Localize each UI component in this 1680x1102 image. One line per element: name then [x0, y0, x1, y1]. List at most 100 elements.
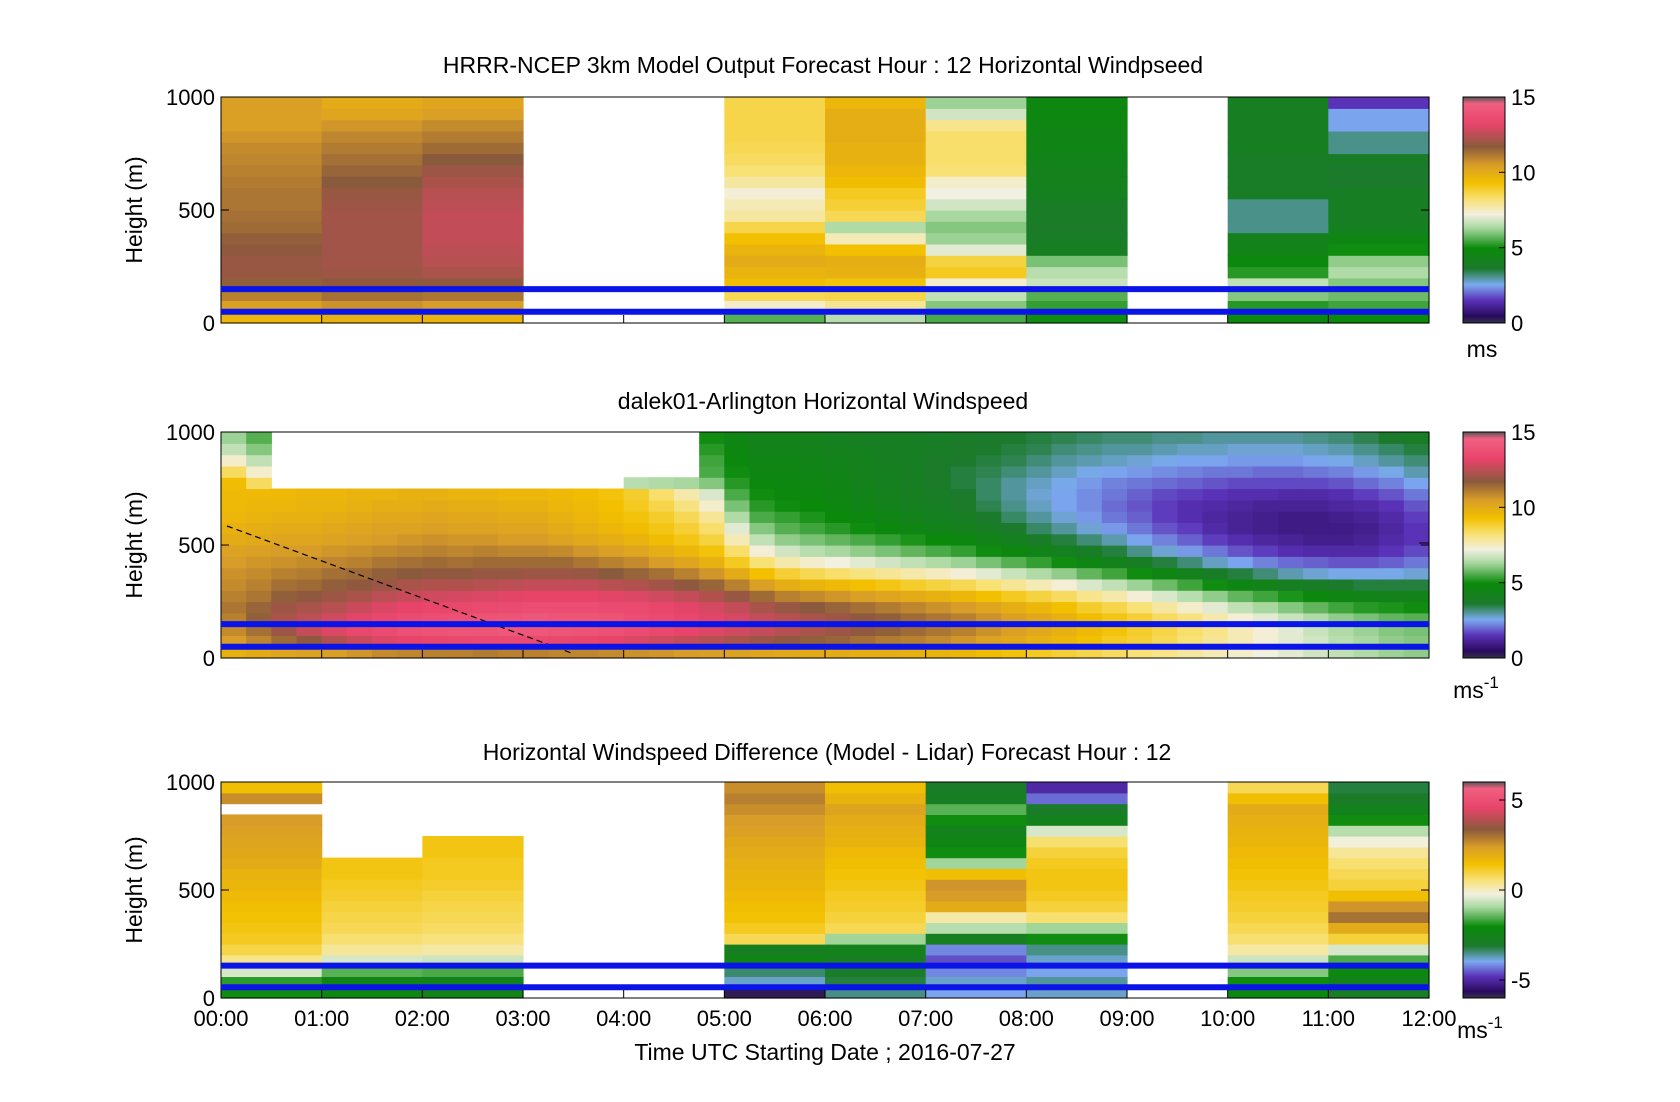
heatmap-cell	[1026, 153, 1128, 166]
heatmap-cell	[1252, 601, 1279, 614]
panel-lidar-colorbar-ticks: 0 5 10 15	[1499, 420, 1535, 671]
heatmap-cell	[900, 635, 927, 648]
heatmap-cell	[1328, 601, 1355, 614]
heatmap-cell	[1051, 578, 1078, 591]
heatmap-cell	[1051, 454, 1078, 467]
heatmap-cell	[1026, 825, 1128, 837]
heatmap-cell	[674, 556, 700, 569]
heatmap-cell	[724, 933, 826, 945]
heatmap-cell	[1378, 454, 1405, 467]
heatmap-cell	[724, 868, 826, 880]
heatmap-cell	[321, 944, 423, 956]
heatmap-cell	[1152, 533, 1178, 546]
heatmap-cell	[598, 601, 625, 614]
heatmap-cell	[925, 868, 1027, 880]
heatmap-cell	[623, 488, 650, 501]
heatmap-cell	[900, 578, 927, 591]
heatmap-cell	[724, 890, 826, 902]
heatmap-cell	[623, 590, 650, 603]
heatmap-cell	[724, 590, 751, 603]
heatmap-cell	[296, 612, 323, 625]
heatmap-cell	[1252, 533, 1279, 546]
heatmap-cell	[825, 232, 927, 245]
heatmap-cell	[1378, 522, 1405, 535]
heatmap-cell	[925, 646, 952, 659]
heatmap-cell	[925, 933, 1027, 945]
heatmap-cell	[749, 590, 776, 603]
heatmap-cell	[699, 443, 725, 456]
heatmap-cell	[1353, 499, 1380, 512]
heatmap-cell	[1303, 443, 1329, 456]
heatmap-cell	[925, 567, 952, 580]
heatmap-cell	[925, 432, 952, 444]
heatmap-cell	[1227, 635, 1254, 648]
heatmap-cell	[1202, 477, 1229, 490]
heatmap-cell	[1227, 289, 1329, 301]
heatmap-cell	[321, 911, 423, 923]
heatmap-cell	[397, 624, 423, 636]
heatmap-cell	[623, 567, 650, 580]
heatmap-cell	[699, 590, 725, 603]
heatmap-cell	[774, 432, 801, 444]
x-tick-label: 12:00	[1401, 1006, 1456, 1031]
heatmap-cell	[925, 522, 952, 535]
heatmap-cell	[1252, 454, 1279, 467]
heatmap-cell	[724, 646, 751, 659]
heatmap-cell	[472, 601, 499, 614]
heatmap-cell	[573, 635, 600, 648]
heatmap-cell	[1026, 590, 1053, 603]
heatmap-cell	[1051, 612, 1078, 625]
heatmap-cell	[724, 900, 826, 913]
heatmap-cell	[321, 210, 423, 222]
heatmap-cell	[321, 176, 423, 188]
heatmap-cell	[825, 477, 851, 490]
heatmap-cell	[976, 545, 1002, 557]
panel-difference-colorbar-ticks: -5 0 5	[1499, 788, 1531, 993]
heatmap-cell	[397, 488, 423, 501]
heatmap-cell	[674, 612, 700, 625]
heatmap-cell	[1127, 635, 1153, 648]
heatmap-cell	[422, 108, 524, 121]
heatmap-cell	[825, 187, 927, 200]
heatmap-cell	[749, 522, 776, 535]
heatmap-cell	[1353, 545, 1380, 557]
heatmap-cell	[321, 232, 423, 245]
colorbar-tick-label: 15	[1511, 420, 1535, 445]
heatmap-cell	[548, 635, 574, 648]
heatmap-cell	[321, 266, 423, 279]
heatmap-cell	[1353, 567, 1380, 580]
heatmap-cell	[422, 164, 524, 177]
heatmap-cell	[598, 646, 625, 659]
heatmap-cell	[925, 601, 952, 614]
heatmap-cell	[321, 857, 423, 869]
heatmap-cell	[1378, 612, 1405, 625]
heatmap-cell	[422, 255, 524, 268]
heatmap-cell	[1076, 601, 1103, 614]
heatmap-cell	[221, 635, 247, 648]
heatmap-cell	[1278, 499, 1304, 512]
heatmap-cell	[724, 825, 826, 837]
heatmap-cell	[221, 857, 323, 869]
heatmap-cell	[724, 443, 751, 456]
heatmap-cell	[1177, 578, 1204, 591]
heatmap-cell	[1026, 900, 1128, 913]
heatmap-cell	[1328, 130, 1430, 143]
heatmap-cell	[850, 432, 876, 444]
heatmap-cell	[1328, 976, 1430, 988]
heatmap-cell	[900, 601, 927, 614]
heatmap-cell	[573, 556, 600, 569]
heatmap-cell	[472, 590, 499, 603]
heatmap-cell	[1378, 590, 1405, 603]
heatmap-cell	[548, 522, 574, 535]
heatmap-cell	[321, 164, 423, 177]
heatmap-cell	[1026, 311, 1128, 324]
heatmap-cell	[598, 612, 625, 625]
heatmap-cell	[1051, 556, 1078, 569]
heatmap-cell	[699, 499, 725, 512]
heatmap-cell	[523, 511, 549, 523]
heatmap-cell	[1303, 511, 1329, 523]
heatmap-cell	[372, 545, 398, 557]
heatmap-cell	[271, 635, 298, 648]
heatmap-cell	[397, 522, 423, 535]
heatmap-cell	[950, 454, 977, 467]
